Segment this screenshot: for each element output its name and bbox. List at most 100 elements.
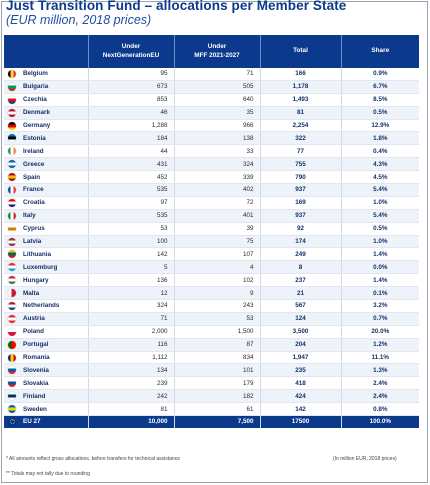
- country-wrap: Portugal: [8, 340, 88, 349]
- country-wrap: Netherlands: [8, 301, 88, 310]
- header-country: [4, 35, 89, 68]
- share-value: 5.4%: [341, 183, 419, 197]
- table-row: Bulgaria 673 505 1,178 6.7%: [4, 80, 419, 94]
- country-name: Croatia: [23, 199, 45, 207]
- share-value: 4.5%: [341, 170, 419, 185]
- ngeu-value: 324: [88, 299, 175, 313]
- total-value: 166: [260, 68, 342, 81]
- total-value: 2,254: [260, 119, 342, 133]
- country-wrap: Slovakia: [8, 379, 88, 388]
- table-row: Netherlands 324 243 567 3.2%: [4, 299, 419, 313]
- flag-icon: [8, 185, 16, 194]
- country-wrap: Bulgaria: [8, 82, 88, 91]
- country-cell: Ireland: [4, 144, 89, 159]
- country-cell: Lithuania: [4, 247, 89, 262]
- flag-icon: [8, 405, 16, 414]
- footnote-gross-allocations: * All amounts reflect gross allocations,…: [6, 456, 180, 462]
- country-name: Slovakia: [23, 379, 49, 387]
- mff-value: 72: [174, 196, 261, 210]
- table-row: Belgium 95 71 166 0.9%: [4, 68, 419, 81]
- share-value: 3.2%: [341, 299, 419, 313]
- country-cell: Latvia: [4, 235, 89, 249]
- share-value: 2.4%: [341, 376, 419, 391]
- country-cell: Sweden: [4, 402, 89, 417]
- ngeu-value: 535: [88, 209, 175, 223]
- country-wrap: Ireland: [8, 147, 88, 156]
- mff-value: 33: [174, 144, 261, 159]
- flag-icon: [8, 95, 16, 104]
- ngeu-value: 116: [88, 338, 175, 352]
- total-value: 424: [260, 389, 342, 404]
- total-value: 937: [260, 209, 342, 223]
- table-row: Slovakia 239 179 418 2.4%: [4, 376, 419, 391]
- table-row: Lithuania 142 107 249 1.4%: [4, 247, 419, 262]
- ngeu-value: 46: [88, 106, 175, 120]
- table-row: France 535 402 937 5.4%: [4, 183, 419, 197]
- country-name: Slovenia: [23, 366, 49, 374]
- ngeu-value: 535: [88, 183, 175, 197]
- share-value: 2.4%: [341, 389, 419, 404]
- country-cell: Czechia: [4, 93, 89, 107]
- table-row: Estonia 184 138 322 1.8%: [4, 131, 419, 146]
- ngeu-value: 95: [88, 68, 175, 81]
- ngeu-value: 431: [88, 157, 175, 172]
- flag-icon: [8, 224, 16, 233]
- total-value: 322: [260, 131, 342, 146]
- mff-value: 401: [174, 209, 261, 223]
- country-name: Germany: [23, 122, 51, 129]
- ngeu-value: 2,000: [88, 325, 175, 339]
- share-value: 100.0%: [341, 415, 419, 428]
- country-name: Denmark: [23, 109, 50, 117]
- country-name: Hungary: [23, 276, 49, 284]
- country-wrap: EU 27: [8, 417, 88, 426]
- flag-icon: [8, 134, 16, 143]
- total-value: 937: [260, 183, 342, 197]
- country-wrap: Poland: [8, 327, 88, 336]
- country-wrap: Estonia: [8, 134, 88, 143]
- mff-value: 102: [174, 273, 261, 288]
- country-cell: France: [4, 183, 89, 197]
- flag-icon: [8, 314, 16, 323]
- table-row: Italy 535 401 937 5.4%: [4, 209, 419, 223]
- table-row: Denmark 46 35 81 0.5%: [4, 106, 419, 120]
- total-value: 3,500: [260, 325, 342, 339]
- country-wrap: Finland: [8, 392, 88, 401]
- total-value: 235: [260, 363, 342, 378]
- country-cell: Germany: [4, 119, 89, 133]
- country-name: Spain: [23, 173, 41, 181]
- table-row: Croatia 97 72 169 1.0%: [4, 196, 419, 210]
- total-value: 418: [260, 376, 342, 391]
- mff-value: 324: [174, 157, 261, 172]
- table-row: Finland 242 182 424 2.4%: [4, 389, 419, 404]
- table-row: Romania 1,112 834 1,947 11.1%: [4, 351, 419, 365]
- share-value: 1.3%: [341, 363, 419, 378]
- country-name: Lithuania: [23, 250, 51, 258]
- ngeu-value: 1,112: [88, 351, 175, 365]
- ngeu-value: 71: [88, 312, 175, 326]
- total-value: 142: [260, 402, 342, 417]
- table-row: Spain 452 339 790 4.5%: [4, 170, 419, 185]
- flag-icon: [8, 237, 16, 246]
- country-wrap: Greece: [8, 160, 88, 169]
- table-row: Greece 431 324 755 4.3%: [4, 157, 419, 172]
- flag-icon: [8, 147, 16, 156]
- ngeu-value: 1,288: [88, 119, 175, 133]
- flag-icon: [8, 250, 16, 259]
- country-cell: Bulgaria: [4, 80, 89, 94]
- country-name: Czechia: [23, 96, 47, 104]
- country-cell: Austria: [4, 312, 89, 326]
- country-name: Luxemburg: [23, 263, 58, 271]
- country-wrap: Germany: [8, 121, 88, 130]
- total-row: EU 27 10,000 7,500 17500 100.0%: [4, 415, 419, 428]
- country-wrap: Malta: [8, 289, 88, 298]
- country-cell: Finland: [4, 389, 89, 404]
- country-wrap: Hungary: [8, 276, 88, 285]
- country-cell: Spain: [4, 170, 89, 185]
- table-row: Latvia 100 75 174 1.0%: [4, 235, 419, 249]
- table-row: Malta 12 9 21 0.1%: [4, 286, 419, 301]
- country-name: Finland: [23, 392, 46, 400]
- ngeu-value: 12: [88, 286, 175, 301]
- share-value: 0.1%: [341, 286, 419, 301]
- ngeu-value: 44: [88, 144, 175, 159]
